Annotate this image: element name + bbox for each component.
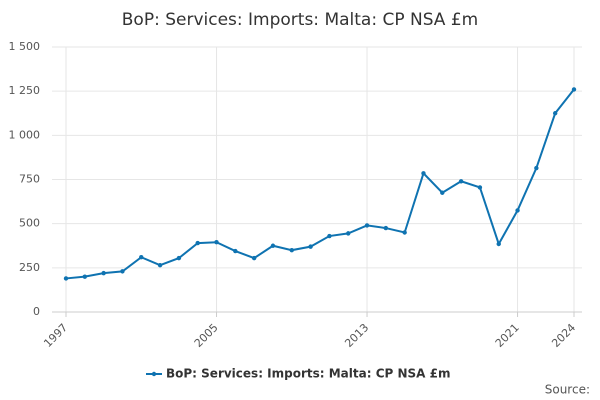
point bbox=[101, 270, 106, 276]
point bbox=[440, 190, 445, 195]
point bbox=[63, 276, 69, 281]
y-tick-label: 500 bbox=[19, 217, 40, 230]
point bbox=[157, 262, 163, 268]
point bbox=[458, 179, 464, 184]
x-tick-label: 1997 bbox=[41, 321, 70, 350]
y-tick-label: 1 500 bbox=[9, 40, 41, 53]
point bbox=[195, 240, 200, 246]
point bbox=[327, 233, 332, 239]
point bbox=[346, 231, 351, 236]
y-tick-label: 0 bbox=[33, 305, 40, 318]
x-tick-label: 2021 bbox=[493, 321, 522, 350]
point bbox=[233, 248, 238, 254]
point bbox=[139, 255, 144, 260]
y-tick-label: 1 000 bbox=[9, 128, 41, 141]
point bbox=[214, 240, 219, 245]
point bbox=[515, 208, 520, 213]
y-tick-label: 750 bbox=[19, 173, 40, 186]
point bbox=[270, 243, 276, 248]
legend-label: BoP: Services: Imports: Malta: CP NSA £m bbox=[166, 367, 451, 381]
point bbox=[289, 247, 294, 253]
series-line bbox=[65, 88, 575, 280]
y-tick-label: 250 bbox=[19, 261, 40, 274]
point bbox=[308, 244, 313, 249]
point bbox=[364, 223, 370, 228]
legend-swatch-dot bbox=[151, 371, 157, 377]
point bbox=[496, 241, 501, 247]
point bbox=[176, 255, 182, 261]
chart-title: BoP: Services: Imports: Malta: CP NSA £m bbox=[122, 10, 478, 30]
x-tick-label: 2024 bbox=[549, 321, 578, 350]
point bbox=[82, 274, 88, 279]
source: Source: bbox=[545, 383, 590, 397]
point bbox=[534, 165, 539, 171]
point bbox=[477, 185, 483, 190]
x-tick-label: 2005 bbox=[192, 321, 221, 350]
x-tick-label: 2013 bbox=[342, 321, 371, 350]
point bbox=[421, 171, 426, 176]
point bbox=[571, 87, 577, 92]
point bbox=[402, 230, 407, 235]
point bbox=[383, 225, 389, 231]
point bbox=[120, 269, 125, 274]
point bbox=[552, 111, 558, 116]
y-tick-label: 1 250 bbox=[9, 84, 41, 97]
point bbox=[251, 255, 257, 261]
